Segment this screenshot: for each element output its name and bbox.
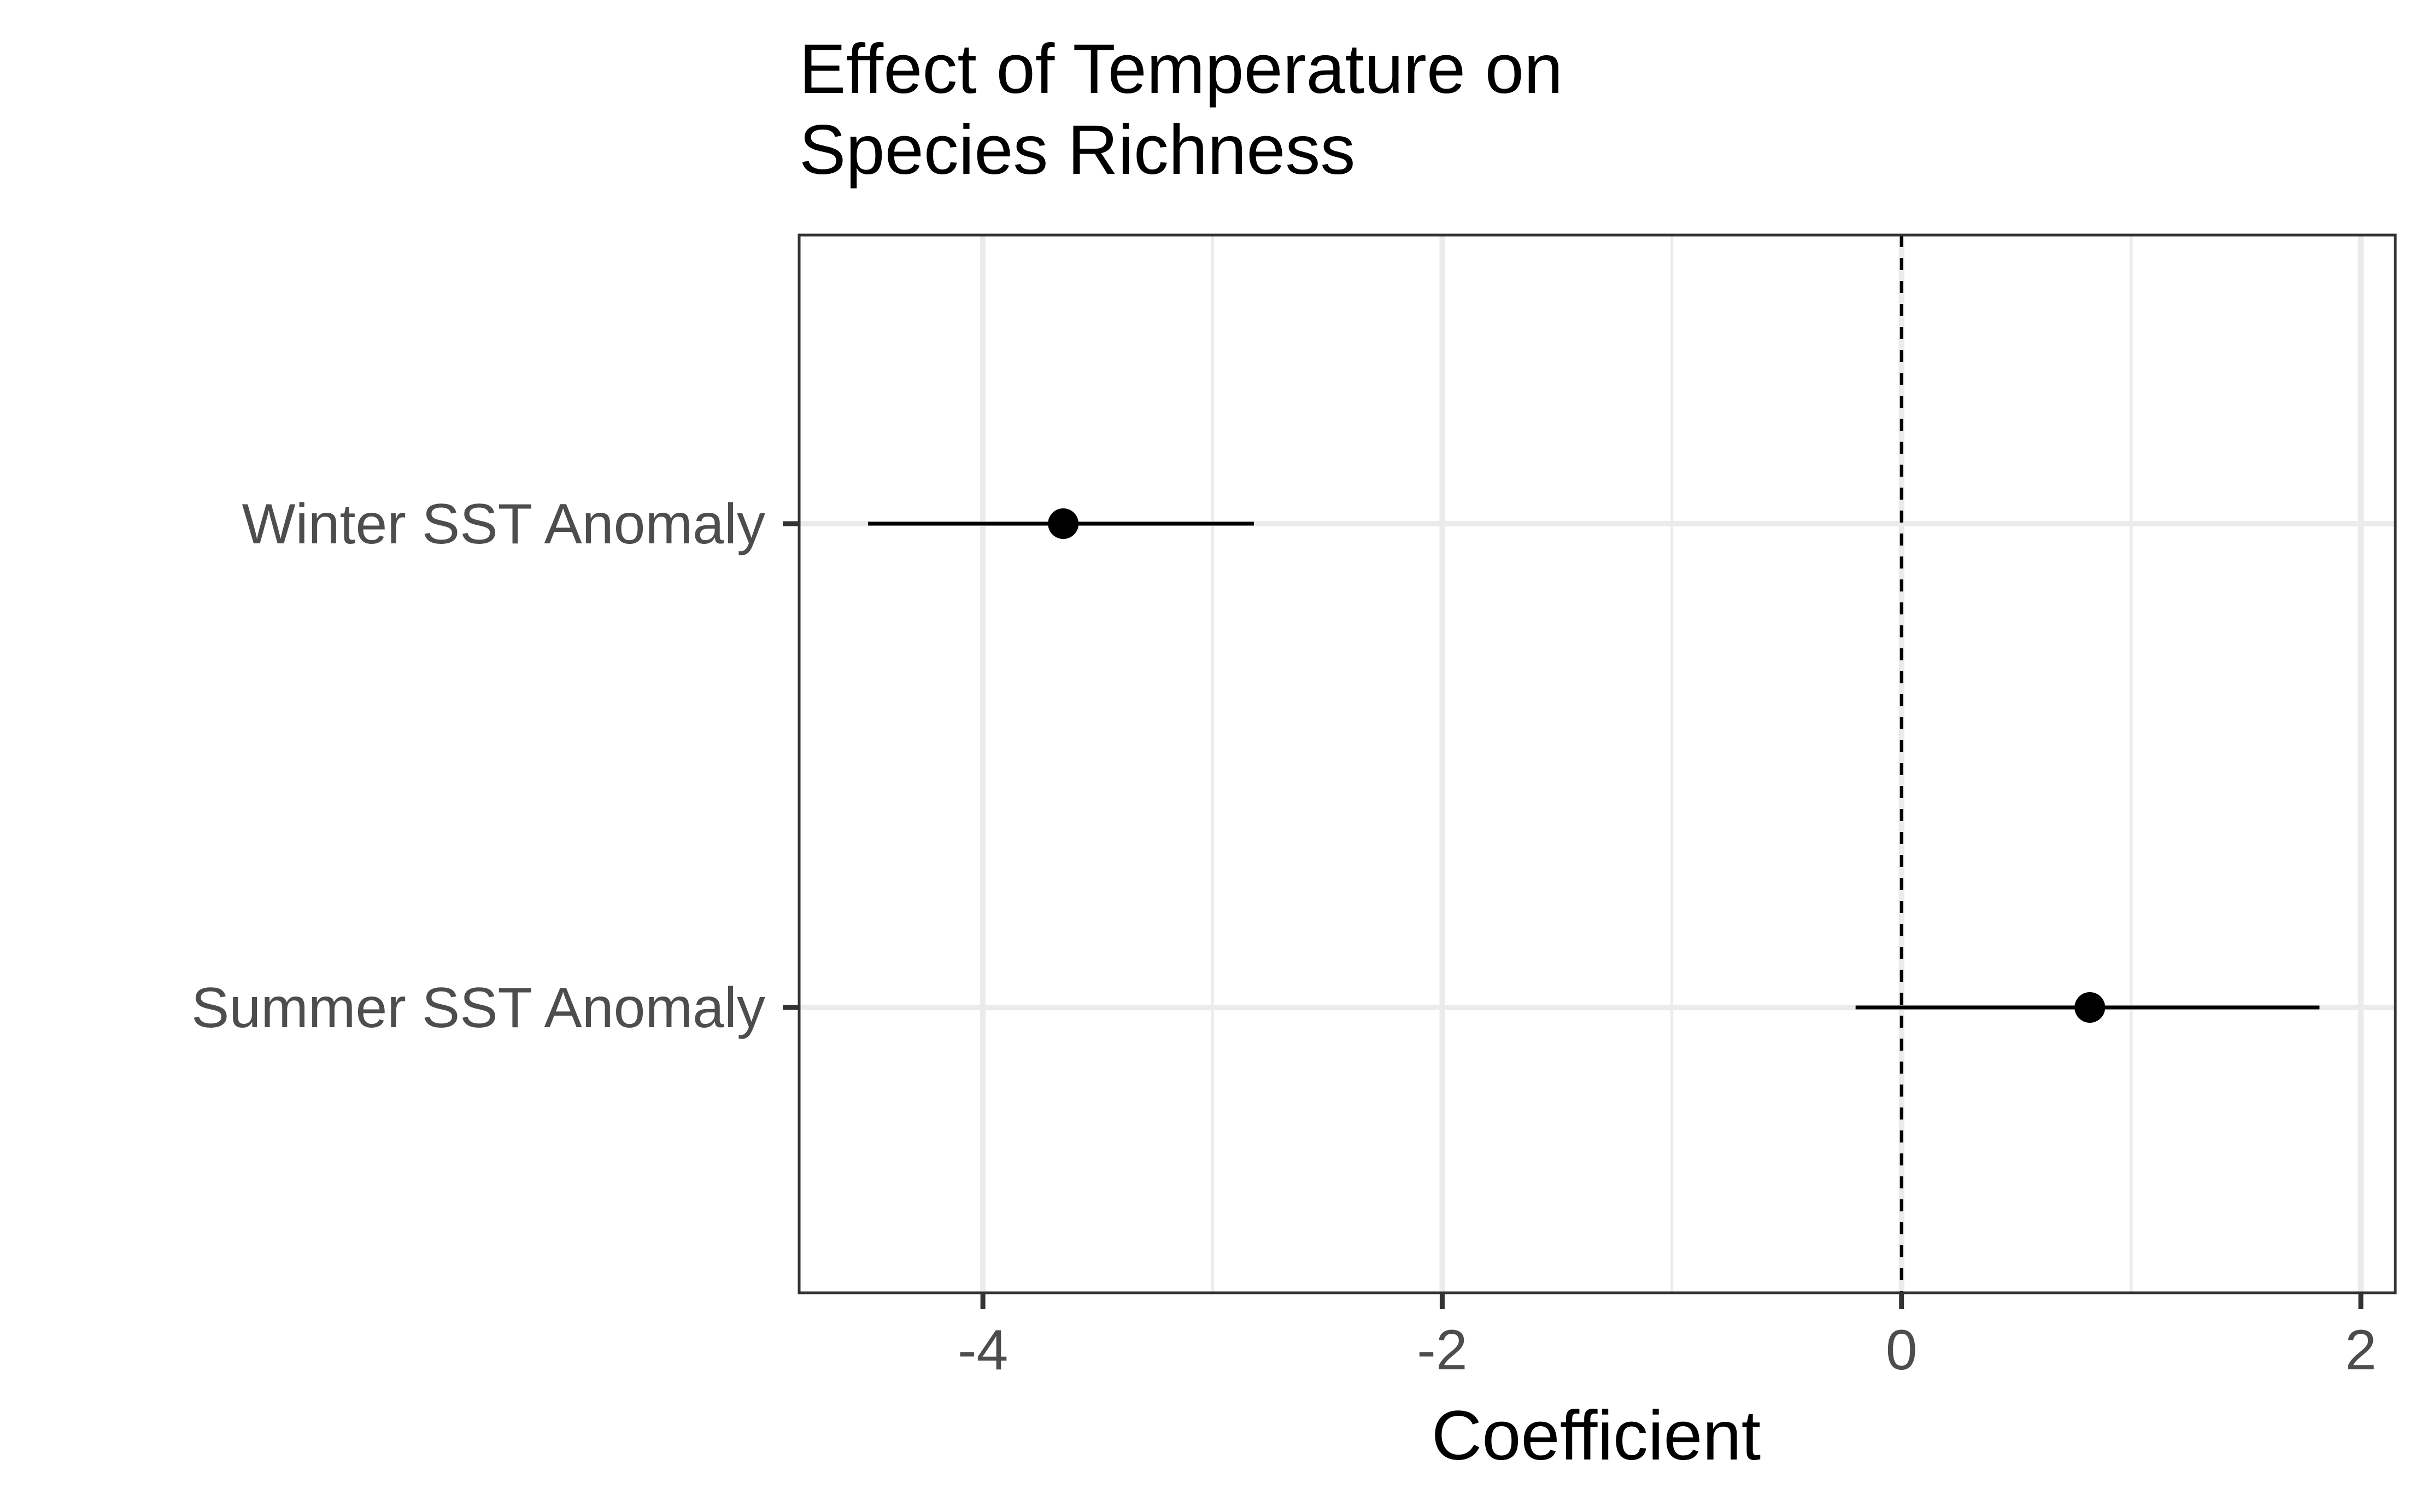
panel-border	[798, 233, 2397, 1294]
coefficient-point	[1048, 508, 1079, 539]
panel-background	[799, 235, 2395, 1293]
x-axis-title: Coefficient	[1432, 1397, 1761, 1475]
chart-title-line-2: Species Richness	[799, 111, 1355, 189]
x-tick-label: -4	[958, 1318, 1008, 1382]
plot-panel: Winter SST Anomaly Summer SST Anomaly -4 -2…	[191, 233, 2397, 1382]
chart-title-line-1: Effect of Temperature on	[799, 30, 1563, 108]
x-tick-label: -2	[1417, 1318, 1467, 1382]
x-tick-label: 0	[1886, 1318, 1918, 1382]
coefficient-point	[2074, 992, 2106, 1023]
y-tick-label: Winter SST Anomaly	[242, 493, 765, 556]
y-tick-label: Summer SST Anomaly	[191, 976, 765, 1040]
x-tick-label: 2	[2345, 1318, 2377, 1382]
